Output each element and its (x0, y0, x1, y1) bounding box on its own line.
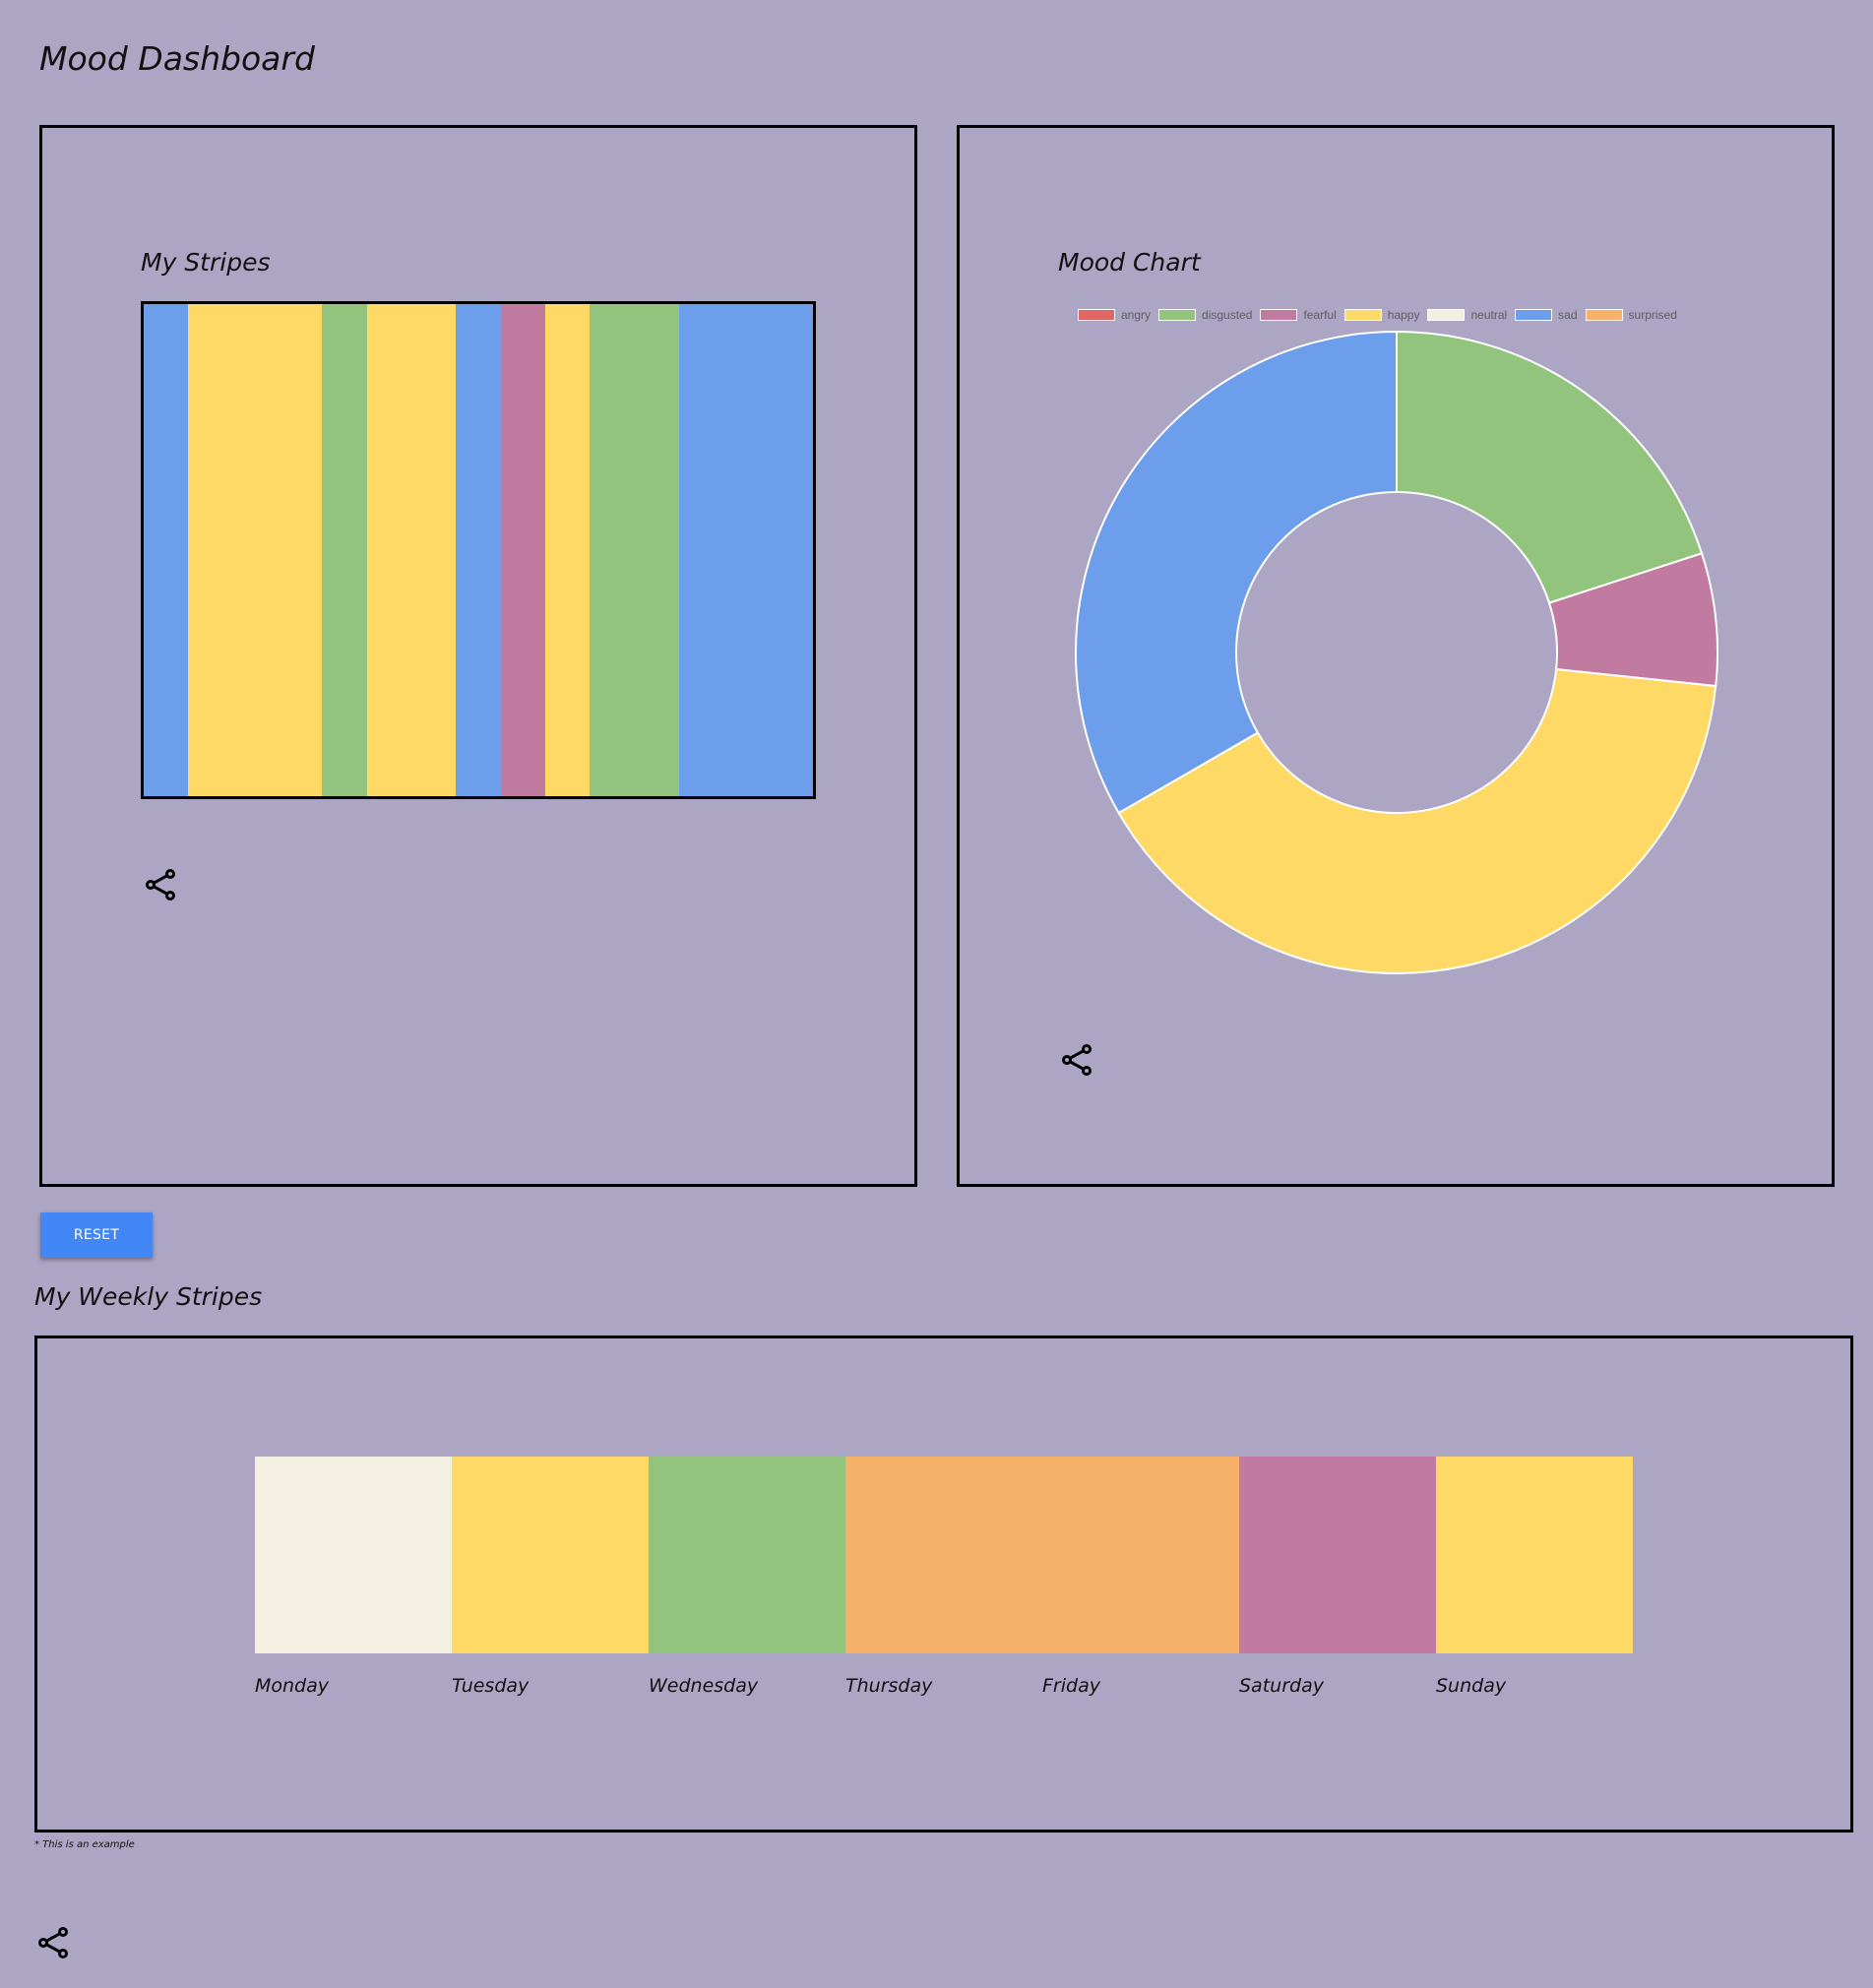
donut-slice-sad[interactable] (1075, 330, 1398, 815)
donut-slice-happy[interactable] (1117, 667, 1717, 974)
day-label: Thursday (845, 1675, 933, 1697)
donut-slice-disgusted[interactable] (1396, 330, 1704, 604)
legend-item-surprised[interactable]: surprised (1585, 308, 1677, 322)
mood-chart-title: Mood Chart (1058, 248, 1201, 277)
stripes-panel: My Stripes (39, 125, 917, 1187)
day-label: Tuesday (452, 1675, 530, 1697)
weekly-stripes-row: Monday Tuesday Wednesday Thursday Friday Satu… (255, 1457, 1633, 1697)
week-stripe-saturday: Saturday (1239, 1457, 1436, 1697)
legend-swatch (1427, 309, 1466, 321)
day-label: Monday (255, 1675, 330, 1697)
legend-label: angry (1121, 308, 1152, 322)
reset-button[interactable]: RESET (40, 1212, 153, 1258)
legend-swatch (1515, 309, 1553, 321)
stripe-sad (144, 304, 189, 796)
weekly-stripes-title: My Weekly Stripes (34, 1282, 263, 1311)
week-stripe-tuesday: Tuesday (452, 1457, 649, 1697)
legend-label: sad (1558, 308, 1578, 322)
legend-label: fearful (1303, 308, 1337, 322)
stripe-happy (188, 304, 323, 796)
page-title: Mood Dashboard (39, 39, 315, 78)
week-stripe-monday: Monday (255, 1457, 452, 1697)
legend-item-disgusted[interactable]: disgusted (1158, 308, 1252, 322)
legend-swatch (1585, 309, 1623, 321)
stripes-title: My Stripes (141, 248, 271, 277)
stripe-fearful (500, 304, 545, 796)
mood-donut-chart (1075, 330, 1718, 974)
legend-label: disgusted (1202, 308, 1253, 322)
stripes-canvas (141, 301, 816, 799)
legend-label: neutral (1470, 308, 1508, 322)
legend-item-happy[interactable]: happy (1343, 308, 1420, 322)
stripe-happy (366, 304, 457, 796)
share-icon[interactable] (1061, 1043, 1094, 1077)
weekly-stripes-panel: Monday Tuesday Wednesday Thursday Friday Satu… (34, 1336, 1853, 1833)
stripe-happy (544, 304, 591, 796)
day-label: Friday (1042, 1675, 1100, 1697)
legend-item-fearful[interactable]: fearful (1260, 308, 1337, 322)
legend-swatch (1260, 309, 1298, 321)
stripe-sad (678, 304, 813, 796)
day-label: Sunday (1436, 1675, 1507, 1697)
stripe-disgusted (322, 304, 367, 796)
week-stripe-wednesday: Wednesday (649, 1457, 845, 1697)
legend-swatch (1343, 309, 1382, 321)
chart-legend: angry disgusted fearful happy neutral sad surp… (1078, 308, 1685, 322)
legend-swatch (1078, 309, 1115, 321)
day-label: Wednesday (649, 1675, 759, 1697)
legend-label: surprised (1628, 308, 1677, 322)
week-stripe-thursday: Thursday Friday (845, 1457, 1239, 1697)
legend-label: happy (1387, 308, 1420, 322)
day-label: Saturday (1239, 1675, 1324, 1697)
legend-item-neutral[interactable]: neutral (1427, 308, 1507, 322)
stripe-sad (456, 304, 501, 796)
stripe-disgusted (590, 304, 679, 796)
mood-chart-panel: Mood Chart angry disgusted fearful happy neu… (957, 125, 1835, 1187)
legend-swatch (1158, 309, 1197, 321)
legend-item-sad[interactable]: sad (1515, 308, 1578, 322)
share-icon[interactable] (145, 868, 178, 901)
share-icon[interactable] (37, 1926, 71, 1959)
example-note: * This is an example (34, 1839, 135, 1850)
legend-item-angry[interactable]: angry (1078, 308, 1151, 322)
week-stripe-sunday: Sunday (1436, 1457, 1633, 1697)
